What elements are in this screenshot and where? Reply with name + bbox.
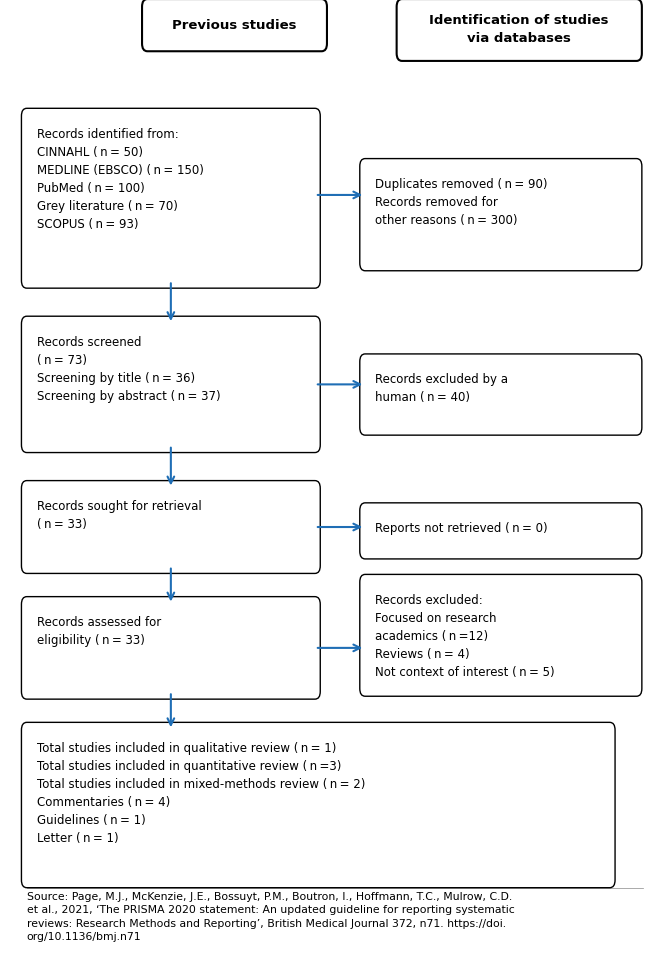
FancyBboxPatch shape (21, 481, 320, 573)
Text: Records excluded:
Focused on research
academics ( n =12)
Reviews ( n = 4)
Not co: Records excluded: Focused on research ac… (375, 594, 555, 679)
Text: Source: Page, M.J., McKenzie, J.E., Bossuyt, P.M., Boutron, I., Hoffmann, T.C., : Source: Page, M.J., McKenzie, J.E., Boss… (27, 892, 515, 943)
FancyBboxPatch shape (360, 503, 642, 559)
Text: Records excluded by a
human ( n = 40): Records excluded by a human ( n = 40) (375, 373, 509, 404)
Text: Records screened
( n = 73)
Screening by title ( n = 36)
Screening by abstract ( : Records screened ( n = 73) Screening by … (37, 336, 220, 402)
Text: Previous studies: Previous studies (172, 18, 297, 32)
Text: Total studies included in qualitative review ( n = 1)
Total studies included in : Total studies included in qualitative re… (37, 742, 365, 845)
Text: Reports not retrieved ( n = 0): Reports not retrieved ( n = 0) (375, 522, 548, 535)
FancyBboxPatch shape (397, 0, 642, 61)
FancyBboxPatch shape (360, 159, 642, 271)
FancyBboxPatch shape (21, 722, 615, 888)
FancyBboxPatch shape (21, 597, 320, 699)
Text: Duplicates removed ( n = 90)
Records removed for
other reasons ( n = 300): Duplicates removed ( n = 90) Records rem… (375, 178, 547, 227)
FancyBboxPatch shape (360, 354, 642, 435)
FancyBboxPatch shape (360, 574, 642, 696)
Text: Records assessed for
eligibility ( n = 33): Records assessed for eligibility ( n = 3… (37, 616, 161, 647)
FancyBboxPatch shape (21, 316, 320, 453)
Text: Identification of studies
via databases: Identification of studies via databases (429, 15, 609, 45)
FancyBboxPatch shape (21, 108, 320, 288)
Text: Records sought for retrieval
( n = 33): Records sought for retrieval ( n = 33) (37, 500, 202, 531)
FancyBboxPatch shape (142, 0, 327, 51)
Text: Records identified from:
CINNAHL ( n = 50)
MEDLINE (EBSCO) ( n = 150)
PubMed ( n: Records identified from: CINNAHL ( n = 5… (37, 128, 204, 231)
